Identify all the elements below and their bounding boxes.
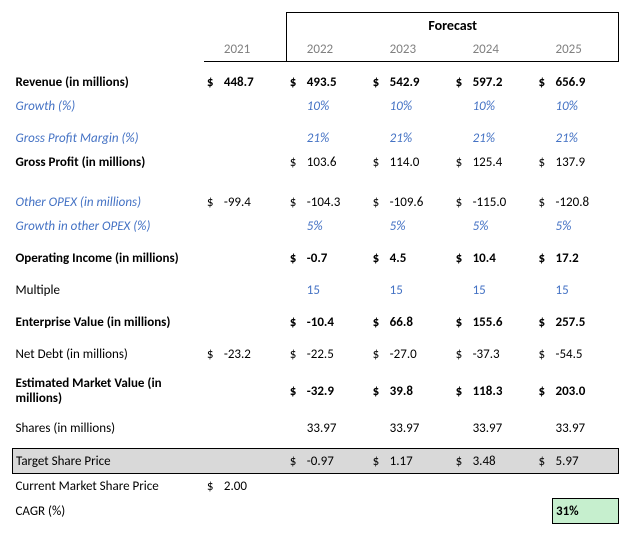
forecast-header-row: Forecast [13,13,619,38]
current-price-label: Current Market Share Price [13,474,204,499]
gp-row: Gross Profit (in millions) $103.6 $114.0… [13,150,619,174]
gpm-row: Gross Profit Margin (%) 21% 21% 21% 21% [13,126,619,150]
year-2025: 2025 [552,37,618,62]
op-income-row: Operating Income (in millions) $-0.7 $4.… [13,246,619,270]
year-2021: 2021 [221,37,287,62]
cagr-row: CAGR (%) 31% [13,499,619,524]
forecast-header: Forecast [287,13,619,38]
net-debt-label: Net Debt (in millions) [13,342,204,366]
cagr-value: 31% [552,499,618,524]
emv-label: Estimated Market Value (in millions) [13,374,204,408]
shares-row: Shares (in millions) 33.97 33.97 33.97 3… [13,416,619,440]
revenue-label: Revenue (in millions) [13,70,204,94]
ev-label: Enterprise Value (in millions) [13,310,204,334]
revenue-row: Revenue (in millions) $448.7 $493.5 $542… [13,70,619,94]
forecast-table: Forecast 2021 2022 2023 2024 2025 Revenu… [12,12,619,524]
multiple-row: Multiple 15 15 15 15 [13,278,619,302]
year-2024: 2024 [470,37,536,62]
year-2022: 2022 [304,37,370,62]
target-row: Target Share Price $-0.97 $1.17 $3.48 $5… [13,449,619,474]
opex-label: Other OPEX (in millions) [13,190,204,214]
opex-growth-label: Growth in other OPEX (%) [13,214,204,238]
year-2023: 2023 [387,37,453,62]
growth-label: Growth (%) [13,94,204,118]
target-label: Target Share Price [13,449,204,474]
ev-row: Enterprise Value (in millions) $-10.4 $6… [13,310,619,334]
emv-row: Estimated Market Value (in millions) $-3… [13,374,619,408]
cagr-label: CAGR (%) [13,499,204,524]
shares-label: Shares (in millions) [13,416,204,440]
net-debt-row: Net Debt (in millions) $-23.2 $-22.5 $-2… [13,342,619,366]
op-income-label: Operating Income (in millions) [13,246,204,270]
growth-row: Growth (%) 10% 10% 10% 10% [13,94,619,118]
opex-growth-row: Growth in other OPEX (%) 5% 5% 5% 5% [13,214,619,238]
gpm-label: Gross Profit Margin (%) [13,126,204,150]
multiple-label: Multiple [13,278,204,302]
gp-label: Gross Profit (in millions) [13,150,204,174]
opex-row: Other OPEX (in millions) $-99.4 $-104.3 … [13,190,619,214]
current-price-row: Current Market Share Price $2.00 [13,474,619,499]
year-row: 2021 2022 2023 2024 2025 [13,37,619,62]
